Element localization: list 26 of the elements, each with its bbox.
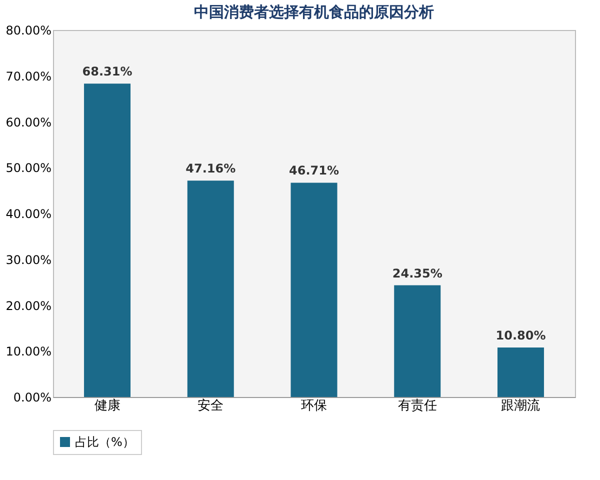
- bar: [187, 180, 234, 397]
- bar: [290, 182, 338, 397]
- y-tick-label: 50.00%: [6, 161, 52, 176]
- chart-title: 中国消费者选择有机食品的原因分析: [194, 3, 434, 21]
- y-tick-label: 10.00%: [6, 344, 52, 359]
- data-label: 10.80%: [496, 328, 546, 342]
- legend-label: 占比（%）: [75, 435, 134, 449]
- y-tick-label: 30.00%: [6, 252, 52, 267]
- x-tick-label: 环保: [301, 398, 327, 414]
- bar: [394, 285, 441, 397]
- bar: [497, 347, 544, 397]
- y-tick-label: 20.00%: [6, 298, 52, 313]
- x-tick-label: 安全: [198, 398, 224, 414]
- x-tick-label: 跟潮流: [501, 398, 540, 414]
- data-label: 24.35%: [392, 266, 442, 280]
- y-tick-label: 80.00%: [6, 24, 52, 38]
- y-tick-label: 40.00%: [6, 207, 52, 221]
- bar: [84, 84, 131, 397]
- x-tick-label: 有责任: [398, 398, 437, 414]
- y-tick-label: 60.00%: [6, 115, 52, 130]
- data-label: 68.31%: [82, 64, 132, 79]
- data-label: 47.16%: [186, 162, 236, 176]
- data-label: 46.71%: [289, 164, 339, 178]
- y-tick-label: 0.00%: [13, 390, 52, 404]
- x-tick-label: 健康: [94, 398, 120, 414]
- y-tick-label: 70.00%: [6, 69, 52, 84]
